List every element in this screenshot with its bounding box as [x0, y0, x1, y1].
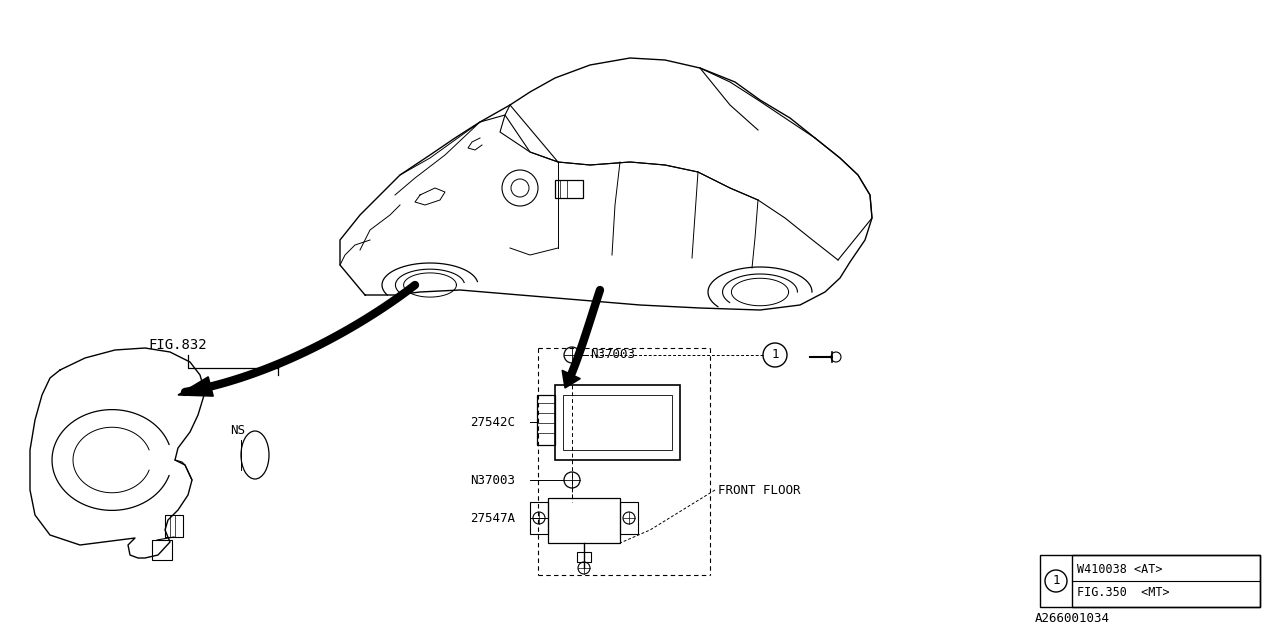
Text: FRONT FLOOR: FRONT FLOOR	[718, 483, 800, 497]
Text: A266001034: A266001034	[1036, 611, 1110, 625]
Text: 27547A: 27547A	[470, 511, 515, 525]
Bar	[556, 180, 582, 198]
Bar	[165, 515, 183, 537]
Bar	[577, 552, 591, 562]
Text: FIG.350  <MT>: FIG.350 <MT>	[1076, 586, 1170, 600]
Bar	[563, 395, 672, 450]
Bar	[538, 395, 556, 445]
Text: FIG.832: FIG.832	[148, 338, 206, 352]
Bar	[620, 502, 637, 534]
Bar	[1039, 555, 1260, 607]
Polygon shape	[562, 371, 580, 388]
Polygon shape	[178, 377, 214, 396]
Text: NS: NS	[230, 424, 244, 436]
Bar	[530, 502, 548, 534]
Bar	[1073, 555, 1260, 607]
Text: 1: 1	[772, 349, 778, 362]
Text: N37003: N37003	[590, 349, 635, 362]
Text: 1: 1	[1052, 575, 1060, 588]
Bar	[556, 385, 680, 460]
Bar	[152, 540, 172, 560]
Text: W410038 <AT>: W410038 <AT>	[1076, 563, 1162, 575]
Text: N37003: N37003	[470, 474, 515, 486]
Bar	[548, 498, 620, 543]
Text: 27542C: 27542C	[470, 415, 515, 429]
